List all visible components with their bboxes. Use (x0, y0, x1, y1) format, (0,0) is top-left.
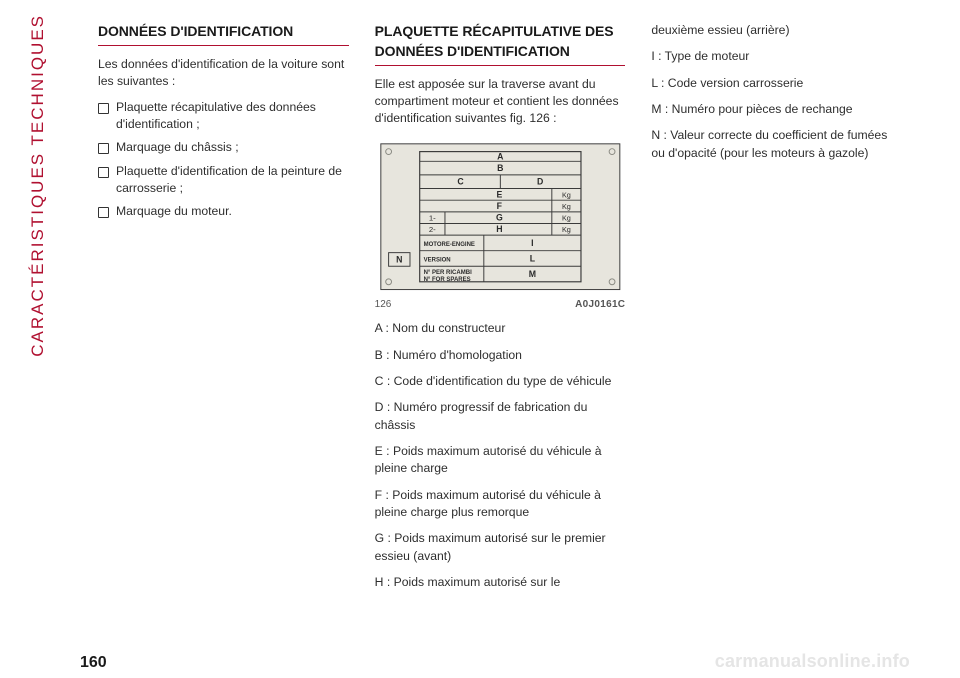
column-1: DONNÉES D'IDENTIFICATION Les données d'i… (98, 22, 349, 656)
plate-letter-g: G (496, 212, 503, 222)
definition-item: M : Numéro pour pièces de rechange (651, 101, 902, 118)
intro-text: Elle est apposée sur la traverse avant d… (375, 76, 626, 128)
definition-item: I : Type de moteur (651, 48, 902, 65)
definition-item: D : Numéro progressif de fabrication du … (375, 399, 626, 434)
plate-kg: Kg (562, 190, 571, 199)
plate-letter-m: M (528, 269, 535, 279)
page-number: 160 (80, 654, 107, 672)
section-heading-summary-plate: PLAQUETTE RÉCAPITULATIVE DES DONNÉES D'I… (375, 22, 626, 66)
definitions-list-continued: deuxième essieu (arrière) I : Type de mo… (651, 22, 902, 162)
list-item: Plaquette d'identification de la peintur… (98, 163, 349, 198)
intro-text: Les données d'identification de la voitu… (98, 56, 349, 91)
definition-item: A : Nom du constructeur (375, 320, 626, 337)
plate-letter-e: E (496, 189, 502, 199)
definition-item: deuxième essieu (arrière) (651, 22, 902, 39)
column-2: PLAQUETTE RÉCAPITULATIVE DES DONNÉES D'I… (375, 22, 626, 656)
list-item: Marquage du moteur. (98, 203, 349, 220)
definition-item: C : Code d'identification du type de véh… (375, 373, 626, 390)
figure-plate: A B C D E F G H I L M N (375, 138, 626, 313)
plate-letter-d: D (537, 176, 543, 186)
definition-item: E : Poids maximum autorisé du véhicule à… (375, 443, 626, 478)
section-heading-identification-data: DONNÉES D'IDENTIFICATION (98, 22, 349, 46)
plate-kg: Kg (562, 213, 571, 222)
plate-row-prefix-2: 2- (429, 225, 436, 234)
watermark-text: carmanualsonline.info (715, 651, 910, 672)
plate-label-ricambi1: N° PER RICAMBI (423, 270, 472, 276)
manual-page: CARACTÉRISTIQUES TECHNIQUES DONNÉES D'ID… (0, 0, 960, 678)
plate-letter-f: F (496, 201, 502, 211)
list-item: Marquage du châssis ; (98, 139, 349, 156)
plate-letter-b: B (497, 163, 503, 173)
figure-number: 126 (375, 298, 392, 312)
plate-kg: Kg (562, 225, 571, 234)
definition-item: G : Poids maximum autorisé sur le premie… (375, 530, 626, 565)
definitions-list: A : Nom du constructeur B : Numéro d'hom… (375, 320, 626, 591)
definition-item: N : Valeur correcte du coefficient de fu… (651, 127, 902, 162)
plate-row-prefix-1: 1- (429, 213, 436, 222)
identification-plate-diagram: A B C D E F G H I L M N (375, 138, 626, 295)
plate-label-version: VERSION (423, 257, 450, 263)
plate-kg: Kg (562, 202, 571, 211)
content-columns: DONNÉES D'IDENTIFICATION Les données d'i… (98, 22, 902, 656)
plate-letter-l: L (529, 253, 535, 263)
definition-item: F : Poids maximum autorisé du véhicule à… (375, 487, 626, 522)
definition-item: L : Code version carrosserie (651, 75, 902, 92)
plate-label-ricambi2: N° FOR SPARES (423, 277, 470, 283)
bullet-list: Plaquette récapitulative des données d'i… (98, 99, 349, 221)
definition-item: B : Numéro d'homologation (375, 347, 626, 364)
list-item: Plaquette récapitulative des données d'i… (98, 99, 349, 134)
plate-letter-i: I (531, 238, 533, 248)
side-tab-title: CARACTÉRISTIQUES TECHNIQUES (28, 14, 53, 357)
plate-letter-h: H (496, 224, 502, 234)
column-3: deuxième essieu (arrière) I : Type de mo… (651, 22, 902, 656)
plate-letter-c: C (457, 176, 464, 186)
plate-label-motore: MOTORE-ENGINE (423, 242, 474, 248)
figure-code: A0J0161C (575, 298, 625, 312)
plate-letter-a: A (497, 151, 504, 161)
plate-letter-n: N (396, 254, 402, 264)
figure-caption: 126 A0J0161C (375, 298, 626, 312)
definition-item: H : Poids maximum autorisé sur le (375, 574, 626, 591)
